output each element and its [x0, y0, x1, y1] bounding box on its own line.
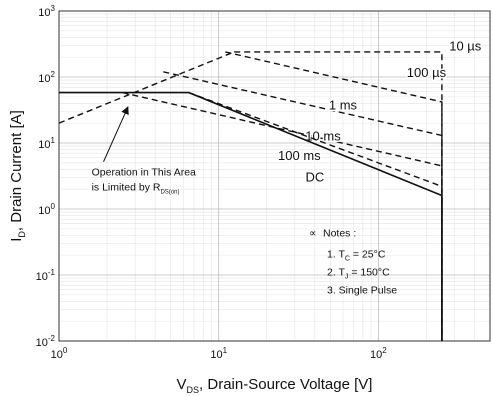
x-tick-base: 10: [370, 349, 382, 361]
x-tick-label: 100: [51, 346, 68, 361]
y-tick-exponent: 3: [51, 4, 56, 13]
x-tick-label: 101: [210, 346, 227, 361]
series-line-6: [58, 51, 235, 124]
y-tick-label: 100: [38, 202, 55, 217]
y-tick-exponent: 0: [51, 202, 56, 211]
y-tick-exponent: -1: [48, 268, 56, 277]
plot-frame: [58, 10, 491, 342]
note-item-main: 3. Single Pulse: [327, 285, 397, 297]
note-item-rest: = 25°C: [350, 249, 386, 261]
y-axis-label-rest: , Drain Current [A]: [8, 110, 25, 231]
x-axis-label-rest: , Drain-Source Voltage [V]: [199, 376, 372, 393]
y-axis-label: ID, Drain Current [A]: [8, 110, 27, 242]
x-tick-base: 10: [210, 349, 222, 361]
annotation-line-2-sub: DS(on): [160, 190, 179, 196]
y-tick-exponent: -2: [48, 334, 56, 343]
note-item-3: 3. Single Pulse: [327, 285, 397, 297]
x-tick-label: 102: [370, 346, 387, 361]
series-label-5: DC: [305, 170, 324, 185]
y-tick-base: 10: [38, 139, 50, 151]
y-tick-label: 10-1: [36, 268, 56, 283]
y-axis-label-main: I: [8, 238, 25, 242]
series-label-0: 10 µs: [449, 39, 482, 54]
note-item-main: 2. T: [327, 267, 345, 279]
series-label-2: 1 ms: [329, 98, 358, 113]
y-tick-base: 10: [38, 205, 50, 217]
notes-title: Notes :: [323, 228, 356, 240]
x-tick-base: 10: [51, 349, 63, 361]
y-tick-base: 10: [38, 7, 50, 19]
notes-symbol: ∝: [309, 228, 317, 240]
note-item-2: 2. TJ = 150°C: [327, 267, 390, 281]
series-label-4: 100 ms: [278, 148, 321, 163]
y-tick-label: 103: [38, 4, 55, 19]
annotation-line-2-main: is Limited by R: [92, 182, 161, 194]
y-tick-exponent: 2: [51, 70, 56, 79]
x-tick-exponent: 1: [223, 346, 228, 355]
note-item-1: 1. TC = 25°C: [327, 249, 386, 263]
y-tick-exponent: 1: [51, 136, 56, 145]
x-axis-label: VDS, Drain-Source Voltage [V]: [177, 376, 373, 395]
annotation-line-2: is Limited by RDS(on): [92, 182, 180, 196]
x-tick-exponent: 2: [382, 346, 387, 355]
y-tick-label: 101: [38, 136, 55, 151]
x-axis-label-sub: DS: [187, 385, 200, 395]
y-tick-label: 10-2: [36, 334, 56, 349]
x-tick-exponent: 0: [63, 346, 68, 355]
grid-minor: [59, 11, 490, 341]
plot-area: [59, 11, 490, 341]
x-axis-label-main: V: [177, 376, 187, 393]
y-axis-label-sub: D: [17, 231, 27, 238]
annotation-line-1: Operation in This Area: [92, 167, 196, 179]
y-tick-label: 102: [38, 70, 55, 85]
y-tick-base: 10: [38, 73, 50, 85]
series-line-5: [59, 91, 443, 341]
y-tick-base: 10: [36, 271, 48, 283]
annotation-arrow: [103, 106, 129, 162]
note-item-sub: C: [345, 256, 350, 263]
note-item-rest: = 150°C: [348, 267, 390, 279]
y-tick-base: 10: [36, 337, 48, 349]
series-label-3: 10 ms: [305, 128, 341, 143]
note-item-main: 1. T: [327, 249, 345, 261]
note-item-sub: J: [345, 274, 349, 281]
series-label-1: 100 µs: [407, 65, 447, 80]
